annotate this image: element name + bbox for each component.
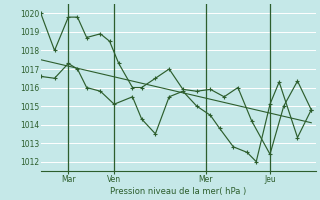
X-axis label: Pression niveau de la mer( hPa ): Pression niveau de la mer( hPa ) (110, 187, 246, 196)
